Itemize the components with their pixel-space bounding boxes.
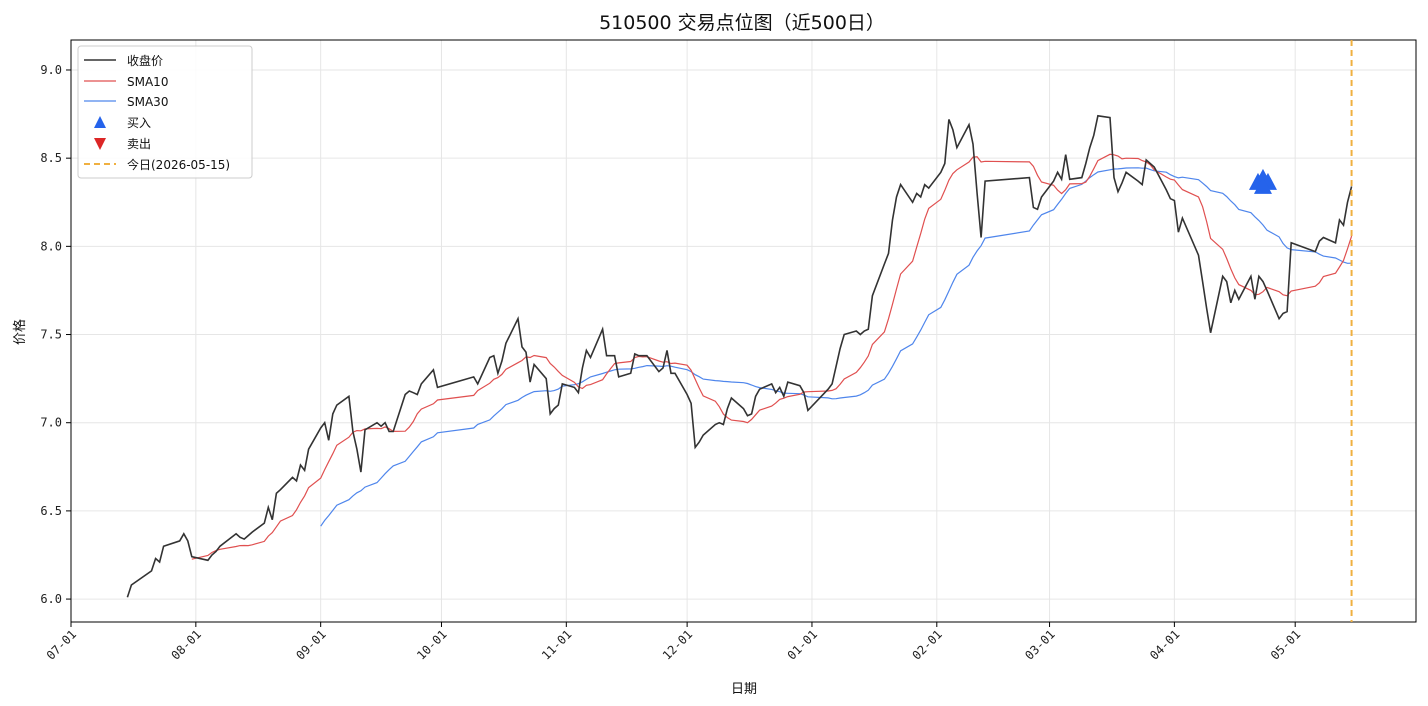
y-tick-label: 9.0	[40, 63, 62, 77]
chart-title: 510500 交易点位图（近500日）	[599, 12, 885, 34]
x-tick-label: 01-01	[785, 627, 820, 662]
y-tick-label: 7.5	[40, 328, 62, 342]
y-tick-label: 8.5	[40, 151, 62, 165]
plot-area-border	[70, 39, 1417, 623]
x-tick-label: 02-01	[909, 627, 944, 662]
sma10-line	[191, 153, 1353, 560]
x-tick-label: 04-01	[1147, 627, 1182, 662]
x-tick-label: 08-01	[169, 627, 204, 662]
legend-close-label: 收盘价	[127, 53, 163, 68]
legend-sell-marker	[94, 138, 106, 150]
x-tick-label: 12-01	[660, 627, 695, 662]
legend-sma30-label: SMA30	[127, 95, 168, 109]
legend-sell-label: 卖出	[127, 137, 151, 151]
y-axis: 6.0 6.5 7.0 7.5 8.0 8.5 9.0	[40, 63, 71, 606]
legend-today-label: 今日(2026-05-15)	[127, 157, 230, 172]
legend-buy-marker	[94, 116, 106, 128]
x-axis-label: 日期	[731, 682, 757, 697]
x-axis: 07-01 08-01 09-01 10-01 11-01 12-01 01-01 02-01…	[44, 622, 1303, 663]
y-tick-label: 8.0	[40, 239, 62, 253]
y-axis-label: 价格	[12, 319, 28, 345]
series-layer	[126, 40, 1353, 622]
y-tick-label: 7.0	[40, 416, 62, 430]
legend: 收盘价 SMA10 SMA30 买入 卖出 今日(2026-05-15)	[77, 45, 253, 179]
legend-sma10-label: SMA10	[127, 75, 168, 89]
x-tick-label: 11-01	[539, 627, 574, 662]
grid-lines	[70, 40, 1416, 622]
buy-marker	[1253, 176, 1272, 194]
x-tick-label: 10-01	[414, 627, 449, 662]
legend-buy-label: 买入	[127, 116, 151, 130]
y-tick-label: 6.0	[40, 592, 62, 606]
close-price-line	[126, 114, 1353, 598]
x-tick-label: 09-01	[293, 627, 328, 662]
x-tick-label: 03-01	[1022, 627, 1057, 662]
x-tick-label: 07-01	[44, 627, 79, 662]
y-tick-label: 6.5	[40, 504, 62, 518]
legend-box	[77, 45, 253, 179]
x-tick-label: 05-01	[1268, 627, 1303, 662]
sma30-line	[320, 167, 1352, 527]
